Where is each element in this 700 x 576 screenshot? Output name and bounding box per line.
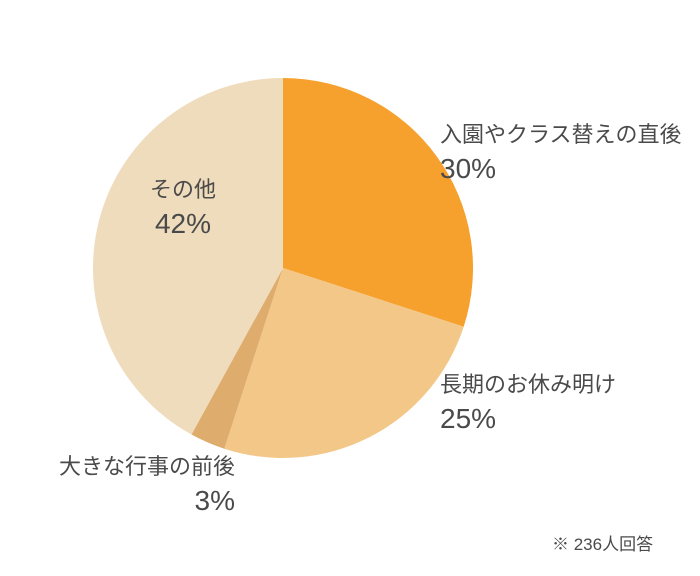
slice-label-0: 入園やクラス替えの直後 30% <box>440 120 682 187</box>
slice-label-1-title: 長期のお休み明け <box>440 370 616 400</box>
slice-label-3: その他 42% <box>150 175 216 242</box>
chart-stage: 入園やクラス替えの直後 30% 長期のお休み明け 25% 大きな行事の前後 3%… <box>0 0 700 576</box>
slice-label-1: 長期のお休み明け 25% <box>440 370 616 437</box>
slice-label-3-title: その他 <box>150 175 216 205</box>
slice-label-2-title: 大きな行事の前後 <box>35 452 235 482</box>
chart-footnote: ※ 236人回答 <box>552 530 653 555</box>
slice-label-3-pct: 42% <box>150 205 216 243</box>
pie-chart <box>93 78 473 458</box>
slice-label-0-title: 入園やクラス替えの直後 <box>440 120 682 150</box>
slice-label-2-pct: 3% <box>35 482 235 520</box>
slice-label-0-pct: 30% <box>440 150 682 188</box>
slice-label-1-pct: 25% <box>440 400 616 438</box>
slice-label-2: 大きな行事の前後 3% <box>35 452 235 519</box>
